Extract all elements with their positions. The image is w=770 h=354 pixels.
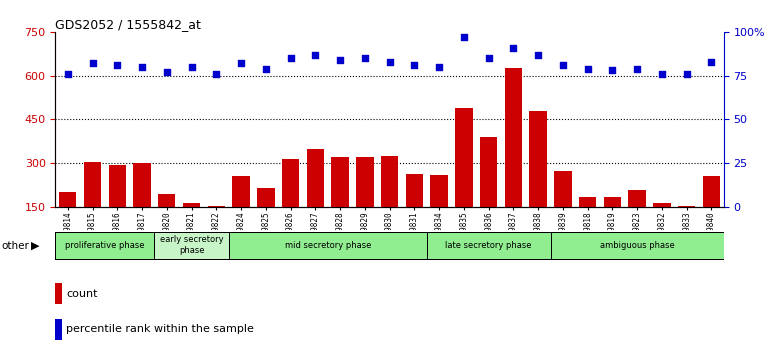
Bar — [551, 232, 724, 259]
Bar — [229, 232, 427, 259]
Point — [681, 71, 693, 77]
Bar — [653, 203, 671, 251]
Text: early secretory
phase: early secretory phase — [159, 235, 223, 255]
Point — [235, 61, 247, 66]
Bar — [381, 156, 398, 251]
Bar — [59, 193, 76, 251]
Bar — [427, 232, 551, 259]
Point — [532, 52, 544, 57]
Bar — [628, 190, 646, 251]
Bar — [84, 162, 101, 251]
Bar — [306, 149, 324, 251]
Point — [186, 64, 198, 70]
Bar — [109, 165, 126, 251]
Bar — [430, 175, 448, 251]
Point — [383, 59, 396, 64]
Bar — [155, 232, 229, 259]
Bar — [282, 159, 300, 251]
Point — [408, 62, 420, 68]
Bar — [406, 173, 423, 251]
Bar — [703, 176, 720, 251]
Point — [631, 66, 643, 72]
Text: mid secretory phase: mid secretory phase — [285, 241, 371, 250]
Text: ambiguous phase: ambiguous phase — [600, 241, 675, 250]
Bar — [55, 232, 155, 259]
Bar — [133, 163, 151, 251]
Point — [86, 61, 99, 66]
Point — [359, 55, 371, 61]
Point — [334, 57, 346, 63]
Point — [483, 55, 495, 61]
Point — [259, 66, 272, 72]
Bar — [604, 197, 621, 251]
Point — [62, 71, 74, 77]
Point — [457, 34, 470, 40]
Bar — [504, 68, 522, 251]
Bar — [480, 137, 497, 251]
Text: other: other — [2, 241, 29, 251]
Text: late secretory phase: late secretory phase — [445, 241, 532, 250]
Point — [581, 66, 594, 72]
Bar — [357, 158, 373, 251]
Bar — [678, 206, 695, 251]
Point — [111, 62, 123, 68]
Point — [161, 69, 173, 75]
Bar — [331, 158, 349, 251]
Text: proliferative phase: proliferative phase — [65, 241, 145, 250]
Point — [507, 45, 520, 51]
Text: ▶: ▶ — [31, 241, 39, 251]
Bar — [455, 108, 473, 251]
Bar — [257, 188, 275, 251]
Point — [433, 64, 445, 70]
Point — [705, 59, 718, 64]
Bar — [158, 194, 176, 251]
Bar — [183, 203, 200, 251]
Text: GDS2052 / 1555842_at: GDS2052 / 1555842_at — [55, 18, 201, 31]
Text: count: count — [66, 289, 98, 299]
Text: percentile rank within the sample: percentile rank within the sample — [66, 324, 254, 334]
Point — [656, 71, 668, 77]
Bar — [579, 197, 596, 251]
Point — [136, 64, 149, 70]
Point — [557, 62, 569, 68]
Point — [606, 68, 618, 73]
Point — [310, 52, 322, 57]
Bar — [233, 176, 249, 251]
Bar — [208, 206, 225, 251]
Bar — [530, 111, 547, 251]
Bar — [554, 171, 571, 251]
Point — [284, 55, 296, 61]
Point — [210, 71, 223, 77]
